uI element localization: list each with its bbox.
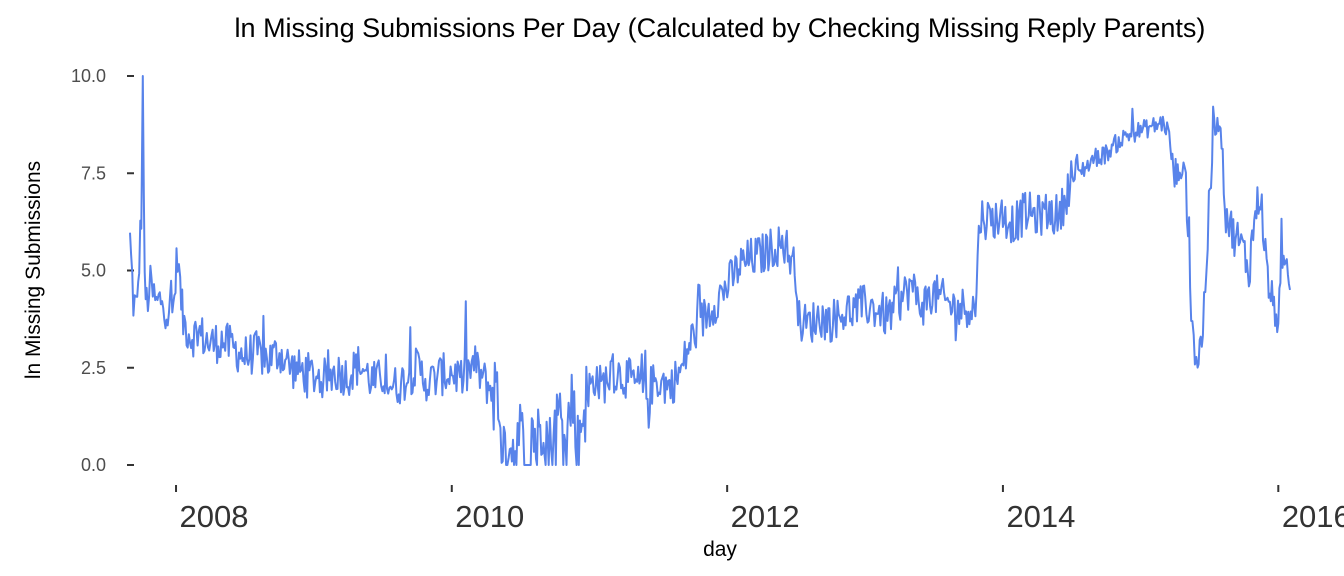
plot-area (129, 75, 1291, 466)
y-tick-label: 7.5 (81, 163, 106, 183)
y-axis-title: ln Missing Submissions (22, 161, 45, 379)
y-axis: 0.0 2.5 5.0 7.5 10.0 (71, 66, 134, 475)
y-tick-label: 2.5 (81, 358, 106, 378)
y-tick-label: 0.0 (81, 455, 106, 475)
series-line (129, 75, 1291, 466)
x-tick-label: 2014 (1006, 499, 1075, 534)
x-tick-label: 2012 (731, 499, 800, 534)
x-tick-label: 2008 (180, 499, 249, 534)
y-tick-label: 10.0 (71, 66, 106, 86)
x-axis-title: day (703, 538, 737, 561)
x-tick-label: 2016 (1282, 499, 1344, 534)
x-tick-label: 2010 (455, 499, 524, 534)
y-tick-label: 5.0 (81, 261, 106, 281)
chart-title: ln Missing Submissions Per Day (Calculat… (235, 13, 1206, 43)
x-axis: 2008 2010 2012 2014 2016 (175, 485, 1344, 534)
